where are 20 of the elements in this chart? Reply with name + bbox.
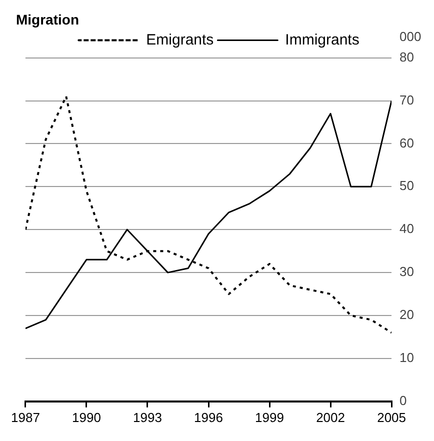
x-tick-label: 1993 — [133, 410, 162, 425]
x-tick-label: 2005 — [377, 410, 406, 425]
x-tick-label: 1990 — [72, 410, 101, 425]
y-axis-title: 000 — [400, 28, 422, 44]
y-tick-label: 40 — [400, 221, 414, 236]
legend-label: Immigrants — [285, 31, 360, 48]
x-tick-label: 1987 — [11, 410, 40, 425]
legend-label: Emigrants — [146, 31, 214, 48]
y-tick-label: 0 — [400, 392, 407, 408]
y-tick-label: 60 — [400, 135, 414, 150]
y-tick-label: 70 — [400, 92, 414, 108]
y-tick-label: 30 — [400, 264, 414, 280]
y-tick-label: 20 — [400, 307, 414, 322]
y-tick-label: 10 — [400, 350, 414, 366]
y-tick-label: 80 — [400, 49, 414, 64]
x-tick-label: 2002 — [316, 410, 345, 425]
x-tick-label: 1999 — [255, 410, 284, 425]
x-tick-label: 1996 — [194, 410, 223, 425]
y-tick-label: 50 — [400, 178, 414, 194]
chart-title: Migration — [16, 11, 79, 28]
